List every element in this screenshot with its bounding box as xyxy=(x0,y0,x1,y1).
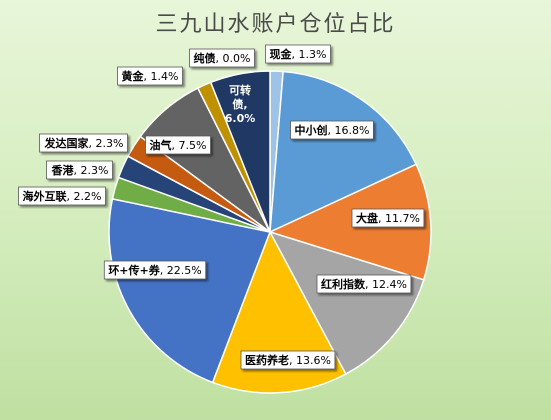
data-label-3: 大盘, 11.7% xyxy=(351,208,425,228)
data-label-text: 海外互联, 2.2% xyxy=(23,189,102,203)
data-label-6: 环+传+券, 22.5% xyxy=(103,260,207,280)
data-label-text: 大盘, 11.7% xyxy=(356,211,420,225)
data-label-13: 纯债, 0.0% xyxy=(189,48,255,68)
data-label-9: 发达国家, 2.3% xyxy=(39,133,128,153)
pie-slice-12 xyxy=(209,70,271,233)
pie-slice-4 xyxy=(268,230,425,376)
data-label-5: 医药养老, 13.6% xyxy=(240,350,336,370)
data-label-10: 油气, 7.5% xyxy=(145,135,211,155)
data-label-2: 中小创, 16.8% xyxy=(290,120,374,140)
data-label-11: 黄金, 1.4% xyxy=(117,66,183,86)
pie-slice-3 xyxy=(267,163,432,281)
data-label-4: 红利指数, 12.4% xyxy=(316,274,412,294)
pie-slice-2 xyxy=(269,70,418,234)
data-label-text: 黄金, 1.4% xyxy=(122,69,179,83)
data-label-text: 中小创, 16.8% xyxy=(295,123,370,137)
data-label-1: 现金, 1.3% xyxy=(265,44,331,64)
pie-slice-6 xyxy=(108,197,272,384)
data-label-text: 纯债, 0.0% xyxy=(194,51,251,65)
data-label-12: 可转债, 6.0% xyxy=(225,83,256,125)
data-label-text: 红利指数, 12.4% xyxy=(321,277,407,291)
data-label-text: 医药养老, 13.6% xyxy=(245,353,331,367)
data-label-8: 香港, 2.3% xyxy=(46,160,113,180)
data-label-7: 海外互联, 2.2% xyxy=(18,186,106,206)
chart-title: 三九山水账户仓位占比 xyxy=(155,12,396,37)
data-label-text: 现金, 1.3% xyxy=(270,47,327,61)
data-label-text: 环+传+券, 22.5% xyxy=(108,263,201,277)
data-label-text: 香港, 2.3% xyxy=(51,163,109,177)
data-label-text: 发达国家, 2.3% xyxy=(44,136,124,150)
data-label-text: 可转债, 6.0% xyxy=(225,83,256,125)
data-label-text: 油气, 7.5% xyxy=(150,138,207,152)
